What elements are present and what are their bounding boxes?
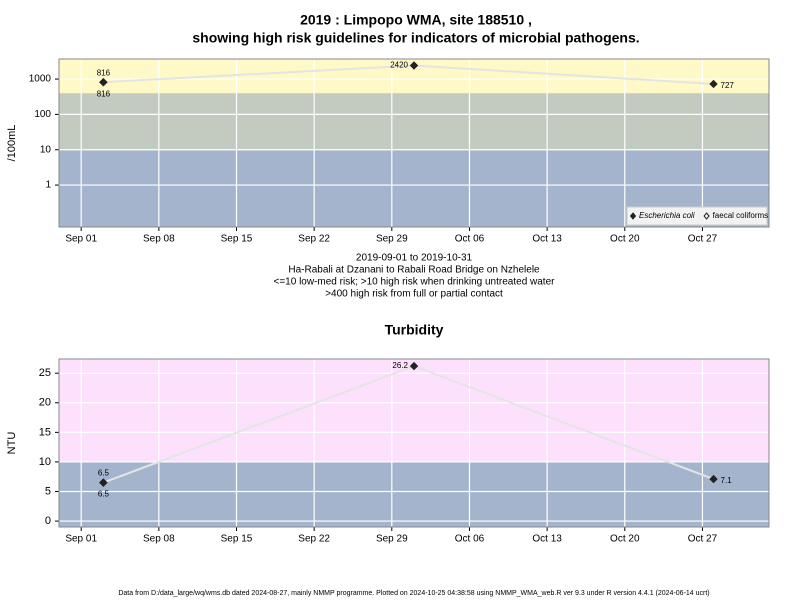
data-label: 6.5: [98, 469, 110, 478]
data-label: 2420: [390, 61, 408, 70]
data-label: 816: [97, 68, 111, 77]
point: [409, 61, 419, 70]
risk-band: [59, 359, 769, 462]
y-axis-label: NTU: [6, 432, 18, 455]
y-tick-label: 5: [45, 485, 51, 497]
data-label: 6.5: [98, 490, 110, 499]
x-tick-label: Sep 22: [298, 534, 330, 545]
x-tick-label: Sep 15: [221, 234, 253, 245]
subtitle: Ha-Rabali at Dzanani to Rabali Road Brid…: [288, 265, 540, 276]
x-tick-label: Oct 20: [610, 234, 640, 245]
data-label: 26.2: [392, 361, 408, 370]
legend-label: Escherichia coli: [639, 211, 695, 220]
risk-band: [59, 93, 769, 150]
plot-frame: [58, 58, 770, 228]
y-tick-label: 100: [34, 109, 51, 120]
x-tick-label: Sep 15: [221, 534, 253, 545]
plot-frame: [58, 358, 770, 528]
y-tick-label: 10: [39, 456, 51, 468]
point: [99, 478, 108, 487]
x-tick-label: Oct 27: [688, 534, 718, 545]
title: showing high risk guidelines for indicat…: [192, 30, 639, 46]
x-tick-label: Sep 29: [376, 234, 408, 245]
x-tick-label: Oct 13: [532, 534, 562, 545]
y-tick-label: 25: [39, 367, 51, 379]
data-label: 816: [97, 89, 111, 98]
point: [409, 361, 419, 371]
x-tick-label: Oct 20: [610, 534, 640, 545]
subtitle: <=10 low-med risk; >10 high risk when dr…: [274, 277, 556, 288]
x-tick-label: Sep 01: [65, 534, 97, 545]
x-tick-label: Sep 08: [143, 234, 175, 245]
y-tick-label: 1000: [29, 74, 52, 85]
x-tick-label: Sep 08: [143, 534, 175, 545]
y-tick-label: 20: [39, 397, 51, 409]
chart-title: Turbidity: [385, 322, 444, 338]
y-tick-label: 15: [39, 426, 51, 438]
data-label: 7.1: [721, 476, 733, 485]
legend-symbol: [629, 212, 637, 220]
legend-label: faecal coliforms: [713, 211, 769, 220]
point: [709, 474, 718, 484]
y-tick-label: 0: [45, 515, 51, 527]
subtitle: 2019-09-01 to 2019-10-31: [356, 253, 473, 264]
footer: Data from D:/data_large/wq/wms.db dated …: [118, 590, 709, 597]
point: [99, 77, 108, 87]
legend-box: [626, 206, 768, 226]
y-tick-label: 10: [40, 144, 52, 155]
x-tick-label: Sep 29: [376, 534, 408, 545]
x-tick-label: Oct 06: [455, 534, 485, 545]
x-tick-label: Sep 01: [65, 234, 97, 245]
x-tick-label: Oct 06: [455, 234, 485, 245]
subtitle: >400 high risk from full or partial cont…: [325, 289, 503, 300]
x-tick-label: Oct 27: [688, 234, 718, 245]
data-label: 727: [721, 81, 735, 90]
risk-band: [59, 461, 769, 527]
point: [709, 79, 718, 89]
title: 2019 : Limpopo WMA, site 188510 ,: [300, 12, 532, 28]
x-tick-label: Oct 13: [532, 234, 562, 245]
legend-symbol: [703, 212, 710, 220]
y-axis-label: /100mL: [6, 125, 18, 162]
y-tick-label: 1: [45, 180, 51, 191]
x-tick-label: Sep 22: [298, 234, 330, 245]
